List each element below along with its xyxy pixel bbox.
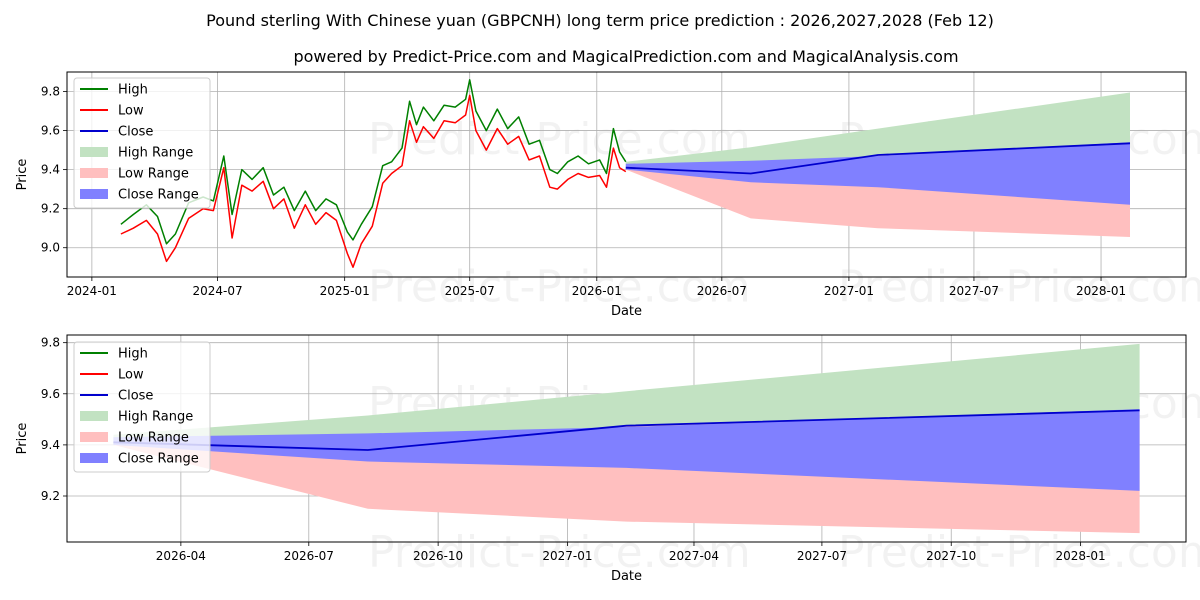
legend-label: High [118,83,148,98]
legend-swatch-patch [80,189,108,199]
legend-swatch-patch [80,168,108,178]
legend-label: Close [118,125,153,140]
y-tick-label: 9.2 [41,202,60,216]
y-axis-label: Price [15,423,30,455]
y-tick-label: 9.8 [41,85,60,99]
x-tick-label: 2027-01 [542,549,592,563]
y-tick-label: 9.0 [41,241,60,255]
x-tick-label: 2028-01 [1076,284,1126,298]
watermark-text: Predict-Price.com [368,527,751,578]
chart-title: Pound sterling With Chinese yuan (GBPCNH… [206,11,994,30]
x-tick-label: 2026-07 [697,284,747,298]
legend-swatch-patch [80,147,108,157]
y-tick-label: 9.6 [41,387,60,401]
x-tick-label: 2026-07 [284,549,334,563]
legend-label: Low Range [118,431,189,446]
legend-label: Low Range [118,167,189,182]
legend-label: Low [118,368,144,383]
close-range-band [113,409,1140,491]
close-range-band [625,142,1130,205]
plot-frame [66,334,1187,543]
plot-frame [66,71,1187,278]
legend-label: High Range [118,146,193,161]
x-tick-label: 2027-04 [669,549,719,563]
y-tick-label: 9.2 [41,489,60,503]
y-tick-label: 9.8 [41,336,60,350]
x-tick-label: 2025-07 [445,284,495,298]
legend-swatch-patch [80,411,108,421]
legend-swatch-patch [80,432,108,442]
x-tick-label: 2026-01 [572,284,622,298]
x-tick-label: 2026-10 [413,549,463,563]
x-tick-label: 2027-07 [797,549,847,563]
legend-label: Close Range [118,188,199,203]
y-tick-label: 9.6 [41,124,60,138]
legend-label: High Range [118,410,193,425]
x-tick-label: 2024-01 [67,284,117,298]
legend-label: High [118,347,148,362]
high-series-line [120,79,627,245]
legend-label: Close [118,389,153,404]
legend-swatch-patch [80,453,108,463]
x-tick-label: 2027-07 [949,284,999,298]
bottom-panel: Predict-Price.comPredict-Price.comPredic… [15,334,1200,584]
close-series-line [113,409,1140,451]
legend-label: Close Range [118,452,199,467]
y-tick-label: 9.4 [41,438,60,452]
legend-label: Low [118,104,144,119]
watermark-text: Predict-Price.com [368,262,751,313]
close-series-line [625,142,1131,175]
high-range-band [113,343,1140,450]
low-series-line [120,94,627,268]
watermark-text: Predict-Price.com [838,262,1200,313]
watermark-text: Predict-Price.com [838,527,1200,578]
high-range-band [625,92,1130,174]
y-axis-label: Price [15,159,30,191]
x-axis-label: Date [611,569,642,584]
x-tick-label: 2025-01 [320,284,370,298]
legend: High Low Close High Range Low Range Close Ran… [73,77,211,209]
x-tick-label: 2028-01 [1055,549,1105,563]
x-axis-label: Date [611,304,642,319]
y-tick-label: 9.4 [41,163,60,177]
x-tick-label: 2024-07 [193,284,243,298]
chart-subtitle: powered by Predict-Price.com and Magical… [293,47,958,66]
legend: High Low Close High Range Low Range Close Ran… [73,341,211,473]
x-tick-label: 2027-10 [926,549,976,563]
x-tick-label: 2027-01 [824,284,874,298]
x-tick-label: 2026-04 [156,549,206,563]
